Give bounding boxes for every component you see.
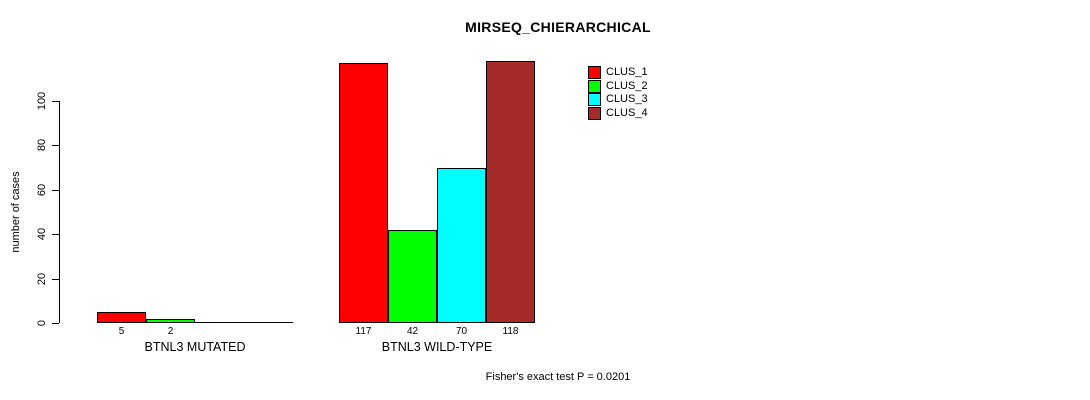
bar-clus_3-group2 <box>437 168 486 323</box>
bar-clus_4-group2 <box>486 61 535 323</box>
legend-label: CLUS_3 <box>606 93 648 106</box>
y-tick-label: 60 <box>36 183 48 197</box>
bar-clus_2-group2 <box>388 230 437 323</box>
y-tick-label: 40 <box>36 227 48 241</box>
y-axis-label: number of cases <box>10 171 22 253</box>
legend-swatch-clus_2 <box>588 79 601 93</box>
legend-item-clus_1: CLUS_1 <box>588 66 648 79</box>
y-tick-mark <box>52 323 59 324</box>
chart-title: MIRSEQ_CHIERARCHICAL <box>465 19 651 35</box>
legend-item-clus_3: CLUS_3 <box>588 93 648 107</box>
legend-swatch-clus_1 <box>588 66 601 79</box>
fisher-test-annotation: Fisher's exact test P = 0.0201 <box>485 371 631 383</box>
legend-item-clus_4: CLUS_4 <box>588 107 648 121</box>
category-label: BTNL3 MUTATED <box>144 340 246 354</box>
legend-label: CLUS_1 <box>606 66 648 78</box>
bar-clus_2-group1 <box>146 319 195 323</box>
y-tick-label: 80 <box>36 138 48 152</box>
bar-value-label: 70 <box>455 326 468 337</box>
y-tick-mark <box>52 234 59 235</box>
bar-clus_1-group2 <box>339 63 388 323</box>
bar-clus_1-group1 <box>97 312 146 323</box>
y-tick-mark <box>52 101 59 102</box>
y-tick-mark <box>52 190 59 191</box>
y-tick-mark <box>52 145 59 146</box>
legend-label: CLUS_4 <box>606 107 648 120</box>
y-tick-label: 100 <box>36 91 48 111</box>
legend-swatch-clus_4 <box>588 107 601 121</box>
group-baseline <box>97 322 293 323</box>
bar-value-label: 5 <box>118 326 125 337</box>
legend-item-clus_2: CLUS_2 <box>588 79 648 93</box>
bar-value-label: 42 <box>406 326 419 337</box>
y-axis-line <box>59 101 60 323</box>
y-tick-label: 0 <box>36 319 48 327</box>
y-tick-label: 20 <box>36 272 48 286</box>
y-tick-mark <box>52 279 59 280</box>
bar-value-label: 2 <box>167 326 174 337</box>
category-label: BTNL3 WILD-TYPE <box>381 340 493 354</box>
bar-value-label: 117 <box>355 326 372 337</box>
legend-label: CLUS_2 <box>606 79 648 92</box>
legend-swatch-clus_3 <box>588 93 601 107</box>
bar-value-label: 118 <box>502 326 519 337</box>
